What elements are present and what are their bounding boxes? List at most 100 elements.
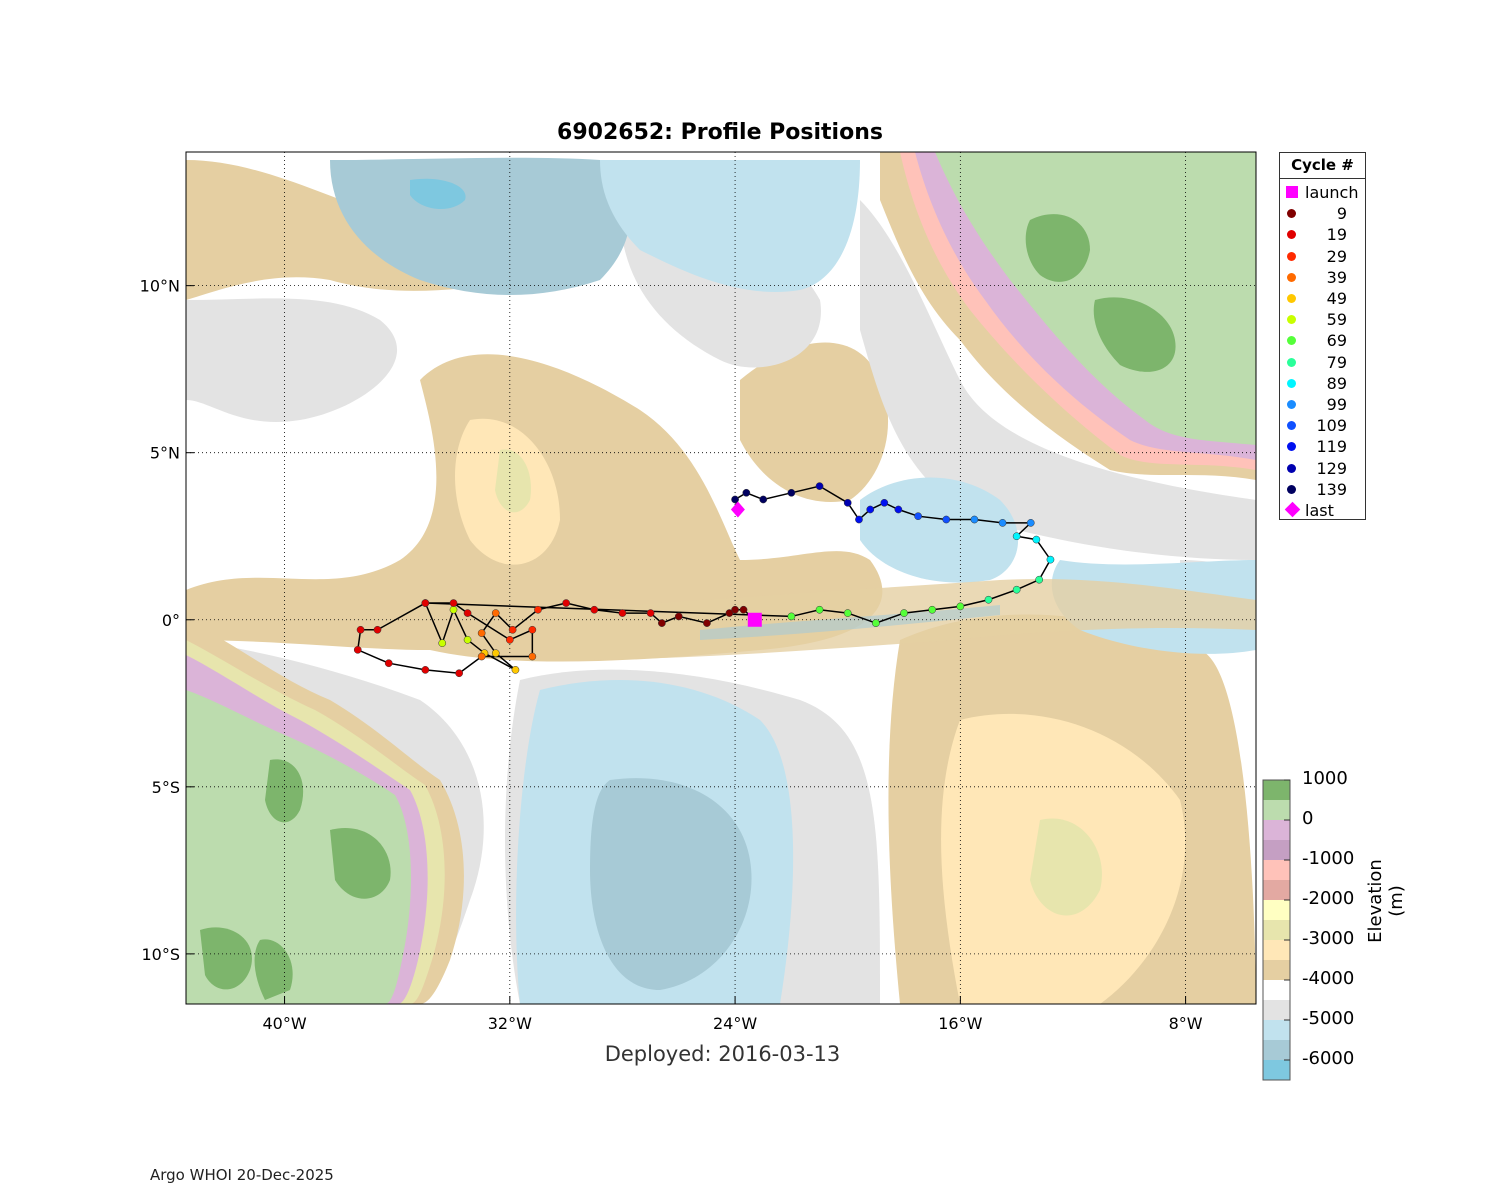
profile-point <box>562 599 570 607</box>
legend-item-cycle: 139 <box>1280 479 1367 500</box>
profile-point <box>384 659 393 668</box>
colorbar-swatch <box>1263 780 1290 801</box>
legend-label: last <box>1305 501 1334 520</box>
legend-label: 79 <box>1326 352 1347 372</box>
legend-marker <box>1286 186 1298 198</box>
legend-item-cycle: 19 <box>1280 224 1367 245</box>
profile-point <box>998 519 1007 527</box>
profile-point <box>703 619 711 627</box>
legend-label: 99 <box>1326 395 1347 414</box>
profile-point <box>759 495 768 504</box>
profile-point <box>1012 532 1021 541</box>
profile-point <box>815 605 824 614</box>
legend-label: 9 <box>1336 204 1347 224</box>
elevation-colorbar <box>1262 779 1291 1081</box>
colorbar-title: Elevation (m) <box>1365 859 1407 943</box>
legend-item-cycle: 9 <box>1280 203 1367 224</box>
profile-point <box>353 645 362 654</box>
profile-point <box>843 498 852 507</box>
colorbar-swatch <box>1263 1040 1290 1061</box>
colorbar-tick-label: -3000 <box>1302 928 1355 949</box>
lon-tick-label: 16°W <box>938 1014 982 1033</box>
colorbar-swatch <box>1263 900 1290 921</box>
legend-marker <box>1287 400 1296 409</box>
map-frame <box>185 151 1257 1005</box>
profile-point <box>477 652 486 661</box>
profile-point <box>528 625 537 634</box>
profile-point <box>866 505 875 514</box>
legend-marker <box>1287 336 1296 346</box>
colorbar-swatch <box>1263 820 1290 841</box>
profile-point <box>449 605 458 614</box>
profile-point <box>438 639 447 648</box>
legend-marker <box>1287 230 1296 240</box>
colorbar-frame <box>1262 779 1291 1081</box>
legend-label: launch <box>1305 183 1359 202</box>
legend-item-cycle: 29 <box>1280 246 1367 267</box>
profile-point <box>731 605 739 614</box>
profile-point <box>1026 519 1035 527</box>
colorbar-swatch <box>1263 960 1290 981</box>
colorbar-tick-label: -1000 <box>1302 848 1355 869</box>
legend-label: 19 <box>1326 225 1347 245</box>
profile-point <box>455 669 463 678</box>
profile-point <box>1032 535 1041 544</box>
profile-point <box>508 625 517 634</box>
profile-point <box>658 619 666 627</box>
legend-label: 129 <box>1316 458 1347 478</box>
legend-marker <box>1287 484 1296 494</box>
profile-point <box>843 609 852 617</box>
legend-marker <box>1287 378 1296 388</box>
profile-point <box>956 602 965 611</box>
legend-label: 109 <box>1316 416 1347 436</box>
lat-tick-label: 5°S <box>152 778 180 797</box>
legend-title: Cycle # <box>1280 153 1365 179</box>
profile-point <box>1012 585 1021 594</box>
legend-item-cycle: 109 <box>1280 415 1367 436</box>
legend-label: 49 <box>1326 289 1347 308</box>
profile-point <box>491 649 500 658</box>
deployed-date: Deployed: 2016-03-13 <box>604 1042 841 1066</box>
lon-tick-label: 40°W <box>262 1014 306 1033</box>
legend-label: 29 <box>1326 246 1347 266</box>
profile-point <box>872 619 880 627</box>
colorbar-swatch <box>1263 1060 1290 1081</box>
legend-item-cycle: 69 <box>1280 330 1367 351</box>
graticule <box>186 152 1256 1004</box>
profile-point <box>590 605 599 614</box>
lon-tick-label: 24°W <box>713 1014 757 1033</box>
colorbar-swatch <box>1263 860 1290 881</box>
profile-point <box>1046 555 1055 564</box>
profile-point <box>463 609 472 617</box>
profile-point <box>373 625 382 634</box>
colorbar-swatch <box>1263 800 1290 821</box>
legend-marker <box>1287 272 1296 282</box>
colorbar-tick-label: -4000 <box>1302 968 1355 989</box>
legend-label: 89 <box>1326 373 1347 393</box>
profile-point <box>463 635 472 644</box>
cycle-legend: Cycle # launch 9 19 29 39 49 59 69 79 89 99 109 119 1… <box>1279 152 1366 520</box>
profile-point <box>731 495 739 504</box>
bathymetry-layer <box>186 152 1256 1004</box>
profile-point <box>914 512 922 521</box>
profile-point <box>421 666 430 674</box>
profile-point <box>646 609 655 617</box>
profile-point <box>356 625 365 634</box>
legend-marker <box>1287 442 1296 452</box>
colorbar-swatch <box>1263 840 1290 861</box>
lon-tick-label: 8°W <box>1169 1014 1203 1033</box>
legend-marker <box>1287 294 1296 303</box>
profile-point <box>970 515 979 524</box>
legend-marker <box>1287 463 1296 473</box>
profile-point <box>742 488 751 497</box>
legend-item-last: last <box>1280 500 1367 521</box>
last-marker <box>730 501 745 518</box>
legend-marker <box>1287 357 1296 367</box>
profile-point <box>900 609 908 617</box>
lat-tick-label: 0° <box>162 611 180 630</box>
profile-point <box>894 505 903 514</box>
colorbar-swatch <box>1263 880 1290 901</box>
profile-point <box>449 599 458 607</box>
legend-marker <box>1287 251 1296 261</box>
